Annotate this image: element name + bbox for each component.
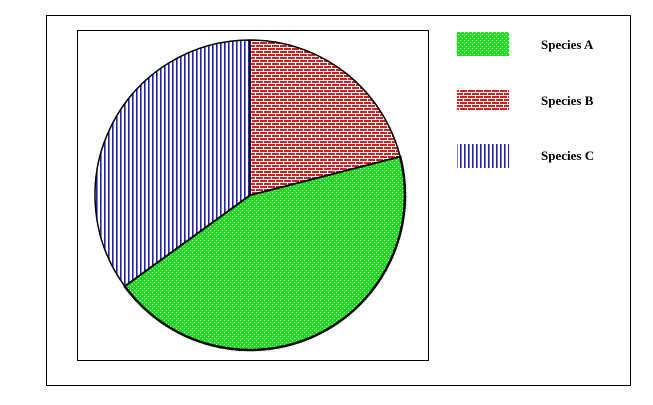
legend-label-species-c: Species C <box>541 148 594 163</box>
pie-slices <box>94 39 407 352</box>
legend-entry-species-a: Species A <box>457 32 594 56</box>
pie-slice-species-c <box>94 39 251 287</box>
legend-swatch-species-b <box>457 89 509 111</box>
legend-entry-species-b: Species B <box>457 89 594 111</box>
legend-label-species-b: Species B <box>541 93 594 108</box>
legend-label-species-a: Species A <box>541 37 594 52</box>
legend-entry-species-c: Species C <box>457 144 594 168</box>
pie-slice-species-a <box>123 155 407 352</box>
legend: Species A Species B Species C <box>457 32 594 168</box>
pie-slice-species-b <box>249 39 401 196</box>
legend-swatch-species-a <box>457 32 509 56</box>
legend-swatch-species-c <box>457 144 509 168</box>
